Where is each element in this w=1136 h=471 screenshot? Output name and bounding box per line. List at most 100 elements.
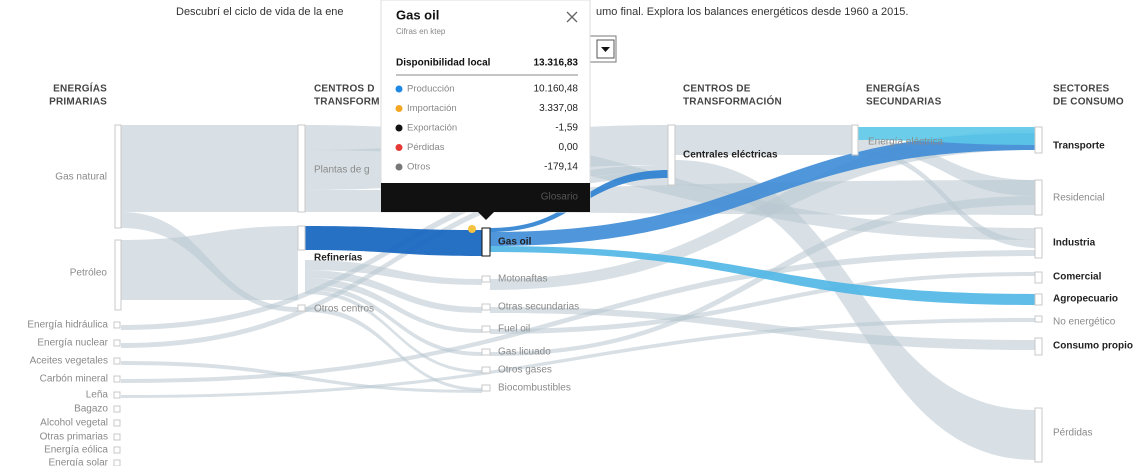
flow <box>675 160 1035 460</box>
node-bar <box>113 375 121 383</box>
row-label: Pérdidas <box>407 142 445 153</box>
flow <box>305 307 482 391</box>
flow <box>121 361 482 393</box>
node-label: Fuel oil <box>498 324 530 335</box>
node-label: Biocombustibles <box>498 383 571 394</box>
node-bar <box>481 303 491 311</box>
node-bar <box>113 357 121 365</box>
total-value: 13.316,83 <box>534 58 579 69</box>
node-bar <box>481 275 491 283</box>
column-header: DE CONSUMO <box>1053 97 1124 108</box>
row-label: Exportación <box>407 123 457 134</box>
glossary-link[interactable]: Glosario <box>541 192 579 203</box>
flow <box>490 130 1035 290</box>
row-value: 10.160,48 <box>534 84 579 95</box>
flow <box>121 318 1035 398</box>
node-bar <box>113 321 121 329</box>
flow <box>490 307 1035 350</box>
intro-text: Descubrí el ciclo de vida de la ene <box>176 6 344 18</box>
flow <box>858 127 1035 145</box>
node-bar <box>481 227 491 257</box>
select-arrow <box>601 47 610 52</box>
node-bar <box>297 124 306 213</box>
tooltip-footer <box>381 183 590 212</box>
node-bar <box>1034 126 1043 154</box>
node-label: Refinerías <box>314 253 363 264</box>
column-header: ENERGÍAS <box>866 82 920 95</box>
node-label: Centrales eléctricas <box>683 150 778 161</box>
node-bar <box>113 391 121 399</box>
node-bar <box>113 419 121 427</box>
column-header: CENTROS DE <box>683 84 751 95</box>
column-header: TRANSFORMACIÓN <box>683 95 782 108</box>
flow <box>858 150 1035 248</box>
row-value: 3.337,08 <box>539 103 578 114</box>
node-label: Gas licuado <box>498 347 551 358</box>
legend-dot <box>395 144 403 151</box>
flow <box>305 278 482 333</box>
node-bar <box>113 339 121 347</box>
node-label: Agropecuario <box>1053 294 1118 305</box>
flow <box>305 260 482 285</box>
close-icon[interactable] <box>566 11 578 23</box>
flow <box>121 226 298 300</box>
node-label: Otras primarias <box>40 432 108 443</box>
column-header: SECTORES <box>1053 84 1110 95</box>
column-header: CENTROS D <box>314 84 375 95</box>
legend-dot <box>395 105 403 112</box>
node-bar <box>1034 407 1043 463</box>
node-label: Leña <box>86 390 109 401</box>
node-label: No energético <box>1053 317 1116 328</box>
row-label: Otros <box>407 162 430 173</box>
legend-dot <box>395 163 403 171</box>
node-label: Otros centros <box>314 304 374 315</box>
tooltip-title: Gas oil <box>396 7 439 22</box>
node-label: Energía nuclear <box>37 338 108 349</box>
nodes <box>113 124 1043 467</box>
node-label: Gas natural <box>55 172 107 183</box>
column-header: PRIMARIAS <box>49 97 107 108</box>
node-bar <box>667 124 676 186</box>
legend-dot <box>395 85 403 93</box>
row-value: 0,00 <box>559 142 579 153</box>
total-label: Disponibilidad local <box>396 58 491 69</box>
flow <box>305 270 482 313</box>
highlight-dot <box>468 225 476 233</box>
node-label: Alcohol vegetal <box>40 418 108 429</box>
node-bar <box>1034 293 1043 306</box>
intro-text: umo final. Explora los balances energéti… <box>596 6 909 18</box>
row-value: -1,59 <box>555 123 578 134</box>
node-bar <box>1034 315 1043 323</box>
flow <box>305 285 482 356</box>
node-label: Aceites vegetales <box>30 356 108 367</box>
node-label: Consumo propio <box>1053 341 1133 352</box>
column-header: SECUNDARIAS <box>866 97 942 108</box>
node-label: Energía eólica <box>44 445 108 456</box>
node-bar <box>1034 179 1043 216</box>
flow <box>121 250 1035 383</box>
node-label: Energía eléctrica <box>868 137 943 148</box>
node-bar <box>481 348 491 356</box>
flow <box>675 125 852 155</box>
row-value: -179,14 <box>544 162 578 173</box>
close-button[interactable] <box>566 11 578 23</box>
node-bar <box>1034 227 1043 259</box>
tooltip-subtitle: Cifras en ktep <box>396 27 446 36</box>
node-label: Otros gases <box>498 365 552 376</box>
node-bar <box>851 124 859 156</box>
flow <box>305 290 482 373</box>
node-label: Motonaftas <box>498 274 547 285</box>
node-label: Petróleo <box>70 268 108 279</box>
node-label: Carbón mineral <box>40 374 108 385</box>
column-header: TRANSFORM <box>314 97 380 108</box>
flow <box>490 272 1035 334</box>
node-bar <box>481 366 491 374</box>
row-label: Importación <box>407 103 457 114</box>
flow <box>121 125 298 212</box>
node-bar <box>113 446 121 454</box>
node-label: Pérdidas <box>1053 428 1092 439</box>
flows <box>121 125 1035 460</box>
node-bar <box>114 124 122 229</box>
node-label: Energía hidráulica <box>27 320 108 331</box>
